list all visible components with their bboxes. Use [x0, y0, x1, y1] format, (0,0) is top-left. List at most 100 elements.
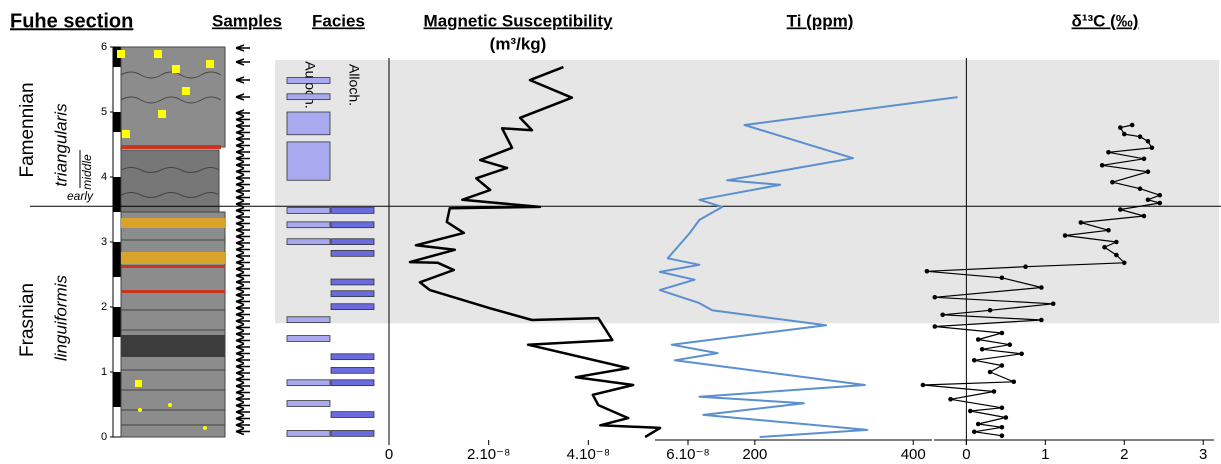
data-point [1114, 239, 1119, 245]
sample-arrow [235, 128, 250, 137]
sample-arrow [235, 284, 250, 293]
data-point [1110, 179, 1115, 185]
y-tick-label: 5 [101, 106, 107, 118]
sample-arrow [235, 141, 250, 150]
data-point [1106, 150, 1111, 155]
data-point [1011, 379, 1017, 385]
sample-arrow [235, 317, 250, 325]
data-point [968, 408, 973, 414]
sample-arrow [235, 93, 250, 101]
zone-label: linguiformis [51, 275, 70, 361]
sample-arrow [235, 401, 250, 410]
sample-arrow [235, 219, 250, 228]
facies-bed [286, 207, 331, 214]
facies-bed [286, 335, 331, 342]
sample-arrow [235, 349, 250, 358]
data-point [1157, 192, 1163, 198]
data-point [979, 346, 985, 352]
y-tick-label: 0 [101, 431, 107, 443]
sample-arrow [235, 232, 250, 241]
facies-bed [286, 400, 331, 407]
sample-arrow [235, 356, 250, 364]
data-point [1141, 156, 1147, 162]
x-tick-label: 0 [385, 446, 393, 463]
facies-bed [330, 250, 375, 257]
sample-arrow [235, 291, 250, 299]
data-point [1039, 285, 1044, 290]
data-point [1019, 351, 1024, 357]
panel-title: Ti (ppm) [787, 11, 854, 30]
section-title: Fuhe section [10, 10, 133, 32]
data-point [1141, 213, 1147, 219]
sample-arrow [235, 408, 250, 416]
x-tick-label: 6.10⁻⁸ [666, 446, 709, 463]
sample-arrow [235, 58, 250, 66]
data-point [1137, 186, 1143, 191]
facies-bed [330, 207, 375, 214]
data-point [924, 268, 930, 274]
y-tick-label: 3 [101, 236, 107, 248]
sample-arrow [235, 382, 250, 390]
sample-arrow [235, 252, 250, 260]
x-tick-label: 2 [1120, 446, 1128, 463]
data-line [408, 65, 662, 439]
sample-arrow [235, 265, 250, 273]
data-point [1099, 163, 1105, 168]
facies-bed [330, 303, 375, 310]
sample-arrow [235, 388, 250, 397]
sample-arrow [235, 375, 250, 384]
x-tick-label: 3 [1199, 446, 1207, 463]
x-tick-label: 2.10⁻⁸ [467, 446, 510, 463]
facies-bed [286, 93, 331, 101]
data-point [999, 275, 1005, 281]
facies-bed [330, 221, 375, 229]
facies-bed [330, 411, 375, 418]
x-tick-label: 400 [901, 446, 926, 463]
facies-bed [286, 141, 331, 181]
facies-bed [330, 379, 375, 387]
y-tick-label: 4 [101, 171, 107, 183]
data-point [1145, 169, 1151, 175]
data-point [987, 369, 993, 375]
facies-bed [330, 367, 375, 374]
sample-arrow [235, 115, 250, 124]
data-point [975, 421, 981, 427]
sample-arrow [235, 109, 250, 117]
facies-bed [286, 379, 331, 387]
data-point [1145, 138, 1151, 144]
sample-arrow [235, 271, 250, 280]
sample-arrow [235, 330, 250, 338]
data-point [1129, 122, 1135, 128]
data-point [991, 389, 997, 394]
data-point [1121, 260, 1127, 266]
data-point [932, 294, 938, 300]
data-point [1039, 317, 1044, 323]
facies-bed [286, 430, 331, 437]
data-point [940, 312, 945, 318]
data-point [1102, 244, 1107, 250]
facies-label: Alloch. [346, 64, 362, 106]
sample-arrow [235, 278, 250, 286]
facies-bed [330, 430, 375, 437]
data-line [658, 96, 958, 438]
sample-arrow [235, 297, 250, 306]
x-tick-label: 0 [962, 446, 970, 463]
sample-arrow [235, 336, 250, 345]
data-point [1145, 197, 1151, 203]
sample-arrow [235, 245, 250, 254]
panel-title: δ¹³C (‰) [1072, 11, 1139, 30]
sample-arrow [235, 213, 250, 221]
data-point [987, 307, 993, 313]
data-point [920, 382, 926, 388]
zone-sub-label: middle [80, 154, 94, 190]
sample-arrow [235, 310, 250, 319]
sample-arrow [235, 304, 250, 312]
sample-arrow [235, 187, 250, 195]
sample-arrow [235, 323, 250, 332]
y-tick-label: 6 [101, 41, 107, 53]
data-point [1078, 220, 1084, 225]
facies-bed [286, 316, 331, 323]
sample-arrow [235, 148, 250, 156]
facies-bed [330, 353, 375, 361]
